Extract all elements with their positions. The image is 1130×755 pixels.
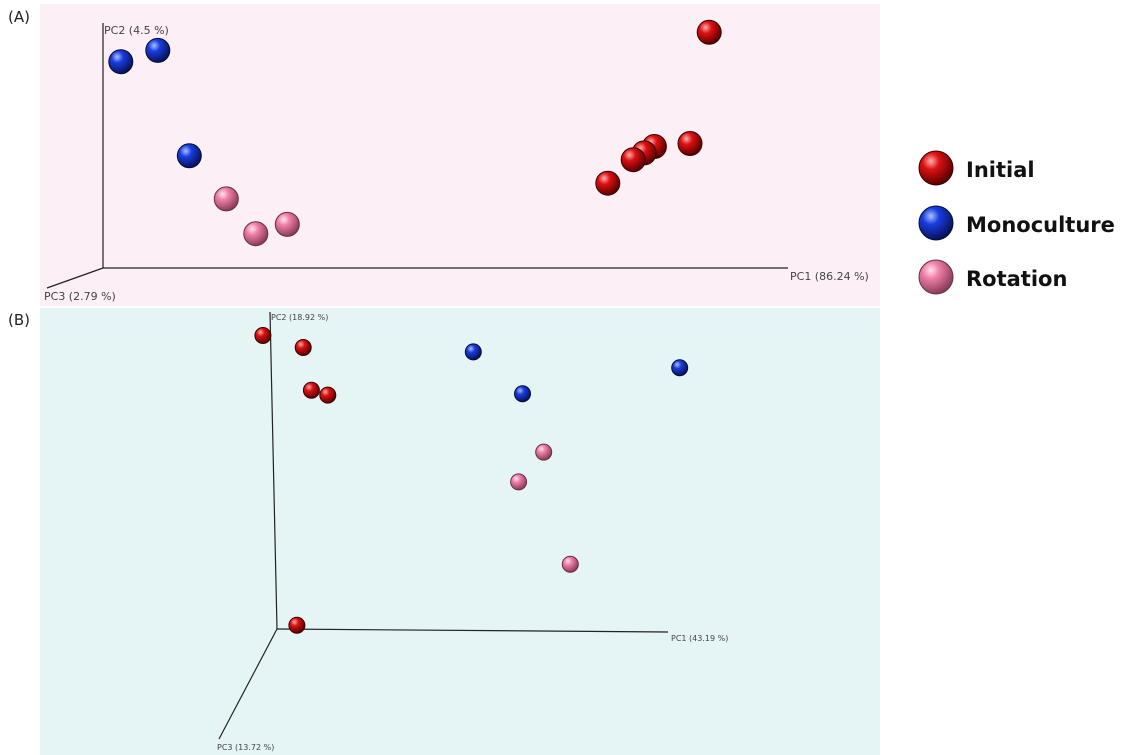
point-rotation-1 bbox=[535, 443, 553, 461]
legend-item-monoculture: Monoculture bbox=[918, 205, 1115, 241]
legend-marker-initial bbox=[918, 150, 954, 186]
point-monoculture-2 bbox=[145, 37, 171, 63]
point-initial-1 bbox=[254, 327, 272, 344]
point-monoculture-3 bbox=[671, 359, 689, 377]
point-initial-6 bbox=[696, 19, 722, 45]
point-monoculture-2 bbox=[514, 385, 531, 403]
point-rotation-2 bbox=[510, 473, 528, 491]
legend: Initial Monoculture Rotation bbox=[918, 150, 1115, 295]
legend-label-initial: Initial bbox=[966, 158, 1035, 182]
panel-b-pc3-label: PC3 (13.72 %) bbox=[217, 743, 274, 752]
point-initial-5 bbox=[288, 616, 306, 634]
panel-b-pc3-axis bbox=[218, 628, 278, 740]
legend-item-rotation: Rotation bbox=[918, 259, 1067, 295]
legend-marker-rotation bbox=[918, 259, 954, 295]
panel-b-label: (B) bbox=[8, 311, 30, 329]
legend-marker-monoculture bbox=[918, 205, 954, 241]
panel-a-pc3-label: PC3 (2.79 %) bbox=[44, 290, 116, 303]
panel-b-pc2-axis bbox=[269, 311, 278, 630]
panel-a-pc1-label: PC1 (86.24 %) bbox=[790, 270, 869, 283]
point-initial-4 bbox=[620, 147, 646, 173]
panel-b-pc1-label: PC1 (43.19 %) bbox=[671, 634, 728, 643]
point-rotation-1 bbox=[213, 186, 239, 212]
panel-a-label: (A) bbox=[8, 8, 30, 26]
panel-b-background bbox=[40, 308, 880, 755]
legend-label-monoculture: Monoculture bbox=[966, 213, 1115, 237]
point-rotation-2 bbox=[243, 221, 269, 247]
panel-b-points bbox=[254, 327, 689, 634]
point-rotation-3 bbox=[274, 211, 300, 237]
panel-a-pc3-axis bbox=[46, 267, 104, 289]
panel-b-pc1-axis bbox=[276, 628, 669, 633]
point-monoculture-1 bbox=[464, 343, 482, 361]
point-monoculture-1 bbox=[108, 49, 134, 75]
point-initial-3 bbox=[302, 381, 320, 399]
point-rotation-3 bbox=[561, 555, 579, 573]
legend-item-initial: Initial bbox=[918, 150, 1035, 186]
legend-label-rotation: Rotation bbox=[966, 267, 1067, 291]
panel-a: (A) PC2 (4.5 %) PC1 (86.24 %) PC3 (2.79 … bbox=[8, 4, 880, 306]
point-initial-4 bbox=[319, 386, 337, 404]
panel-a-pc2-label: PC2 (4.5 %) bbox=[104, 24, 169, 37]
point-monoculture-3 bbox=[176, 143, 202, 169]
point-initial-2 bbox=[294, 339, 312, 356]
point-initial-5 bbox=[595, 170, 621, 196]
panel-a-points bbox=[108, 19, 722, 247]
panel-b-pc2-label: PC2 (18.92 %) bbox=[271, 313, 328, 322]
point-initial-1 bbox=[677, 131, 703, 156]
panel-b: (B) PC2 (18.92 %) PC1 (43.19 %) PC3 (13.… bbox=[8, 308, 880, 755]
